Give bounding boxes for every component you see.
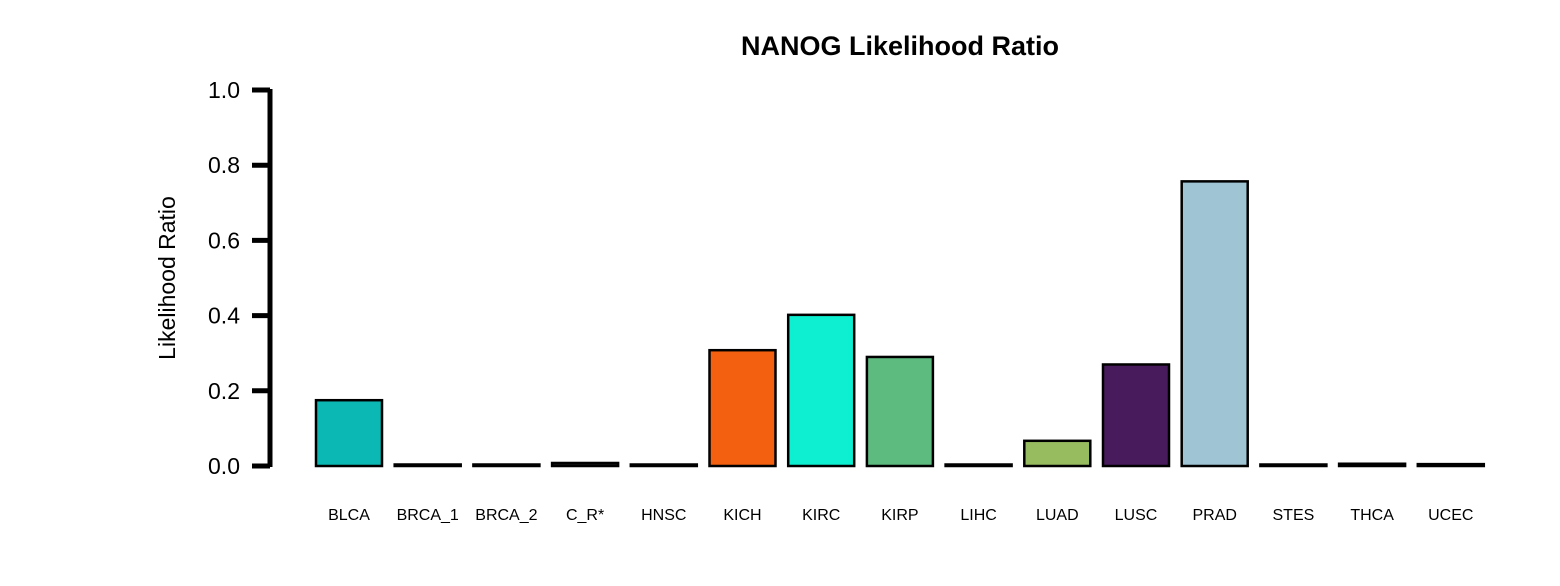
x-tick-label: KICH bbox=[723, 507, 761, 524]
bar-thca bbox=[1337, 462, 1407, 468]
x-tick-label: THCA bbox=[1350, 507, 1394, 524]
x-tick-label: C_R* bbox=[566, 507, 604, 524]
x-tick-label: STES bbox=[1273, 507, 1315, 524]
y-tick-label: 0.8 bbox=[208, 152, 240, 178]
x-tick-label: KIRC bbox=[802, 507, 840, 524]
y-tick-label: 0.2 bbox=[208, 378, 240, 404]
y-axis-ticks: 0.0 0.2 0.4 0.6 0.8 1.0 bbox=[208, 77, 270, 479]
y-tick-label: 0.0 bbox=[208, 453, 240, 479]
bar-brca-2 bbox=[472, 463, 541, 468]
bar-c-r- bbox=[550, 461, 620, 468]
x-tick-label: LUAD bbox=[1036, 507, 1079, 524]
x-tick-label: BRCA_2 bbox=[475, 507, 537, 524]
y-tick-label: 0.4 bbox=[208, 303, 240, 329]
bar-kirc bbox=[786, 313, 856, 468]
bar-brca-1 bbox=[393, 463, 462, 468]
y-tick-label: 0.6 bbox=[208, 227, 240, 253]
x-tick-label: HNSC bbox=[641, 507, 686, 524]
x-tick-label: UCEC bbox=[1428, 507, 1473, 524]
x-tick-label: LIHC bbox=[960, 507, 996, 524]
y-axis-label: Likelihood Ratio bbox=[154, 196, 180, 360]
bar-prad bbox=[1180, 180, 1249, 468]
bar-stes bbox=[1259, 463, 1328, 468]
y-tick-label: 1.0 bbox=[208, 77, 240, 103]
bar-lusc bbox=[1101, 363, 1171, 468]
bar-hnsc bbox=[629, 463, 699, 468]
bars bbox=[314, 180, 1486, 468]
x-tick-label: BRCA_1 bbox=[397, 507, 459, 524]
x-tick-label: LUSC bbox=[1115, 507, 1158, 524]
x-tick-label: KIRP bbox=[881, 507, 918, 524]
chart-title: NANOG Likelihood Ratio bbox=[741, 31, 1059, 61]
bar-kirp bbox=[865, 355, 935, 468]
bar-ucec bbox=[1416, 462, 1486, 468]
x-tick-label: BLCA bbox=[328, 507, 370, 524]
bar-lihc bbox=[944, 463, 1013, 468]
bar-kich bbox=[708, 348, 777, 468]
x-tick-label: PRAD bbox=[1192, 507, 1236, 524]
x-axis-labels: BLCA BRCA_1 BRCA_2 C_R* HNSC KICH KIRC KIRP LIHC… bbox=[328, 507, 1473, 524]
bar-blca bbox=[314, 398, 384, 468]
bar-luad bbox=[1023, 439, 1092, 468]
